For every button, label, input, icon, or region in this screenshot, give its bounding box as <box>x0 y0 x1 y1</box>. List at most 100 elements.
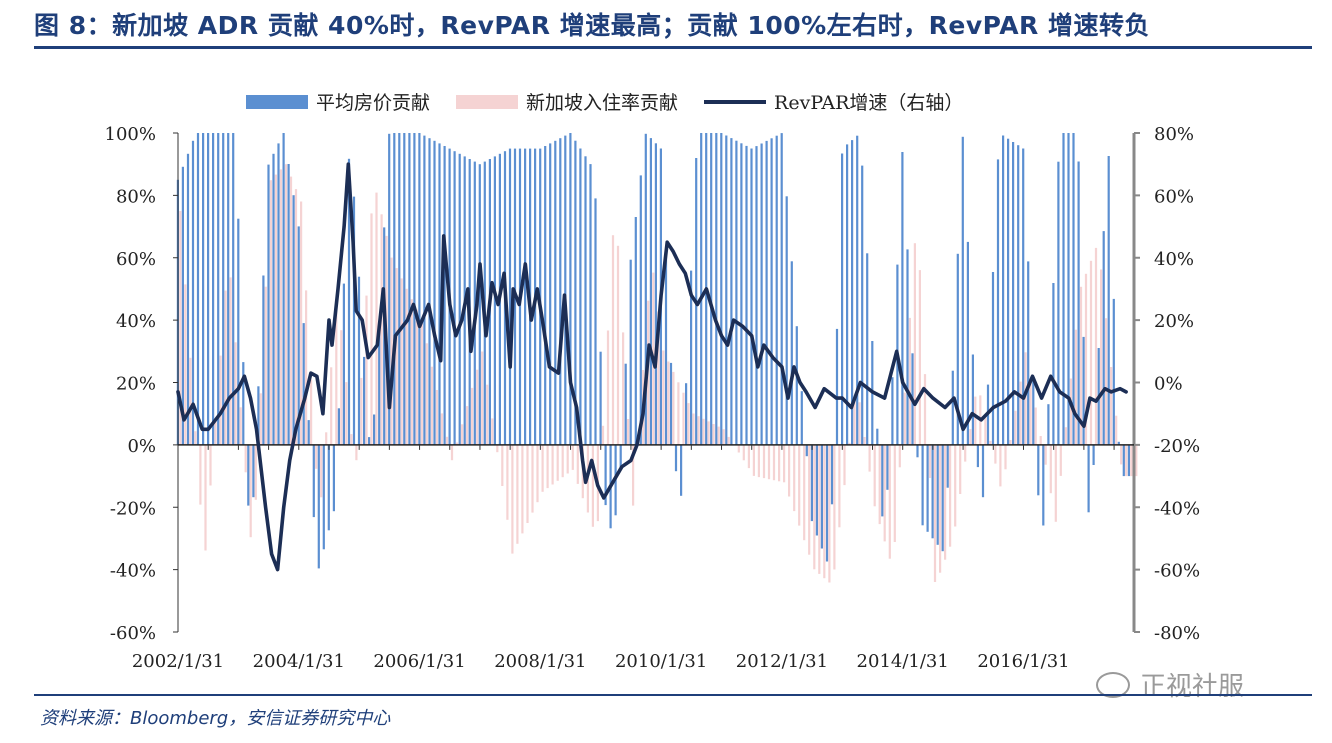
adr-bar <box>1047 404 1050 445</box>
occupancy-bar <box>903 392 906 445</box>
adr-bar <box>725 135 728 445</box>
legend-item-revpar: RevPAR增速（右轴） <box>704 88 963 115</box>
occupancy-bar <box>551 444 554 485</box>
adr-bar <box>956 253 959 445</box>
adr-bar <box>881 444 884 517</box>
adr-bar <box>413 133 416 445</box>
occupancy-bar <box>888 444 891 559</box>
adr-bar <box>352 196 356 445</box>
occupancy-bar <box>752 444 755 476</box>
adr-bar <box>926 444 929 532</box>
adr-bar <box>901 152 904 445</box>
adr-bar <box>785 196 788 445</box>
adr-bar <box>337 408 340 445</box>
occupancy-bar <box>425 343 428 445</box>
occupancy-bar <box>466 406 469 445</box>
occupancy-bar <box>1074 329 1077 445</box>
occupancy-bar <box>1079 286 1083 445</box>
occupancy-bar <box>269 180 272 445</box>
adr-bar <box>810 444 813 522</box>
adr-bar <box>846 144 849 445</box>
adr-bar <box>378 320 381 445</box>
occupancy-bar <box>325 432 328 445</box>
occupancy-bar <box>767 444 771 480</box>
watermark: 正视社服 <box>1096 666 1244 703</box>
occupancy-bar <box>204 444 207 551</box>
occupancy-bar <box>1064 427 1067 445</box>
occupancy-bar <box>959 444 962 494</box>
occupancy-bar <box>823 444 826 579</box>
occupancy-bar <box>420 320 423 445</box>
occupancy-bar <box>516 444 519 544</box>
occupancy-bar <box>697 416 700 445</box>
occupancy-bar <box>898 444 901 468</box>
occupancy-bar <box>757 444 760 478</box>
x-tick-label: 2016/1/31 <box>977 651 1069 672</box>
occupancy-bar <box>762 444 766 479</box>
adr-bar <box>720 133 723 445</box>
occupancy-bar <box>1034 407 1037 445</box>
occupancy-bar <box>576 444 579 484</box>
adr-bar <box>644 133 647 445</box>
adr-bar <box>393 133 396 445</box>
occupancy-bar <box>506 444 509 520</box>
occupancy-bar <box>360 377 363 445</box>
y-left-tick-label: 0% <box>127 436 156 457</box>
occupancy-bar <box>1084 273 1088 445</box>
occupancy-bar <box>788 444 791 497</box>
occupancy-bar <box>1024 352 1027 445</box>
adr-bar <box>951 370 954 445</box>
y-right-tick-label: -40% <box>1154 498 1200 519</box>
occupancy-bar <box>315 444 318 469</box>
y-left-tick-label: 40% <box>116 311 156 332</box>
occupancy-bar <box>999 444 1002 487</box>
occupancy-bar <box>1094 247 1098 445</box>
x-tick-label: 2006/1/31 <box>373 651 465 672</box>
occupancy-bar <box>355 444 358 461</box>
adr-bar <box>991 272 995 445</box>
occupancy-bar <box>606 330 610 445</box>
adr-bar <box>1012 142 1015 445</box>
occupancy-bar <box>1105 318 1108 445</box>
adr-bar <box>1062 133 1065 445</box>
occupancy-bar <box>405 288 408 445</box>
occupancy-bar <box>772 444 776 481</box>
occupancy-bar <box>365 295 368 445</box>
y-right-tick-label: 80% <box>1154 124 1194 145</box>
occupancy-bar <box>1049 444 1052 494</box>
adr-bar <box>1067 133 1070 445</box>
occupancy-bar <box>873 444 876 507</box>
occupancy-bar <box>677 382 680 445</box>
occupancy-bar <box>471 387 474 445</box>
adr-bar <box>1002 135 1005 445</box>
y-right-tick-label: -80% <box>1154 623 1200 644</box>
occupancy-bar <box>908 317 911 445</box>
revpar-line-group <box>176 162 1128 572</box>
legend-item-adr: 平均房价贡献 <box>246 88 430 115</box>
adr-bar <box>1052 283 1055 445</box>
occupancy-bar <box>370 213 373 445</box>
adr-bar <box>227 133 230 445</box>
occupancy-bar <box>440 413 443 445</box>
title-rule <box>34 46 1312 49</box>
occupancy-bar <box>838 444 841 528</box>
adr-bar <box>851 140 854 445</box>
occupancy-bar <box>511 444 514 554</box>
occupancy-bar <box>526 444 529 523</box>
adr-bar <box>317 444 320 569</box>
occupancy-bar <box>662 350 665 445</box>
adr-bar <box>961 136 964 445</box>
occupancy-bar <box>692 413 695 445</box>
occupancy-bar <box>712 424 715 445</box>
adr-bar <box>745 145 748 445</box>
adr-bar <box>584 156 587 445</box>
occupancy-bar <box>390 257 393 445</box>
occupancy-bar <box>179 211 182 445</box>
adr-bar <box>735 140 738 445</box>
adr-bar <box>760 143 763 445</box>
occupancy-bar <box>682 392 685 445</box>
occupancy-bar <box>199 444 202 505</box>
occupancy-bar <box>989 440 992 445</box>
adr-bar <box>856 135 859 445</box>
x-tick-label: 2014/1/31 <box>857 651 949 672</box>
